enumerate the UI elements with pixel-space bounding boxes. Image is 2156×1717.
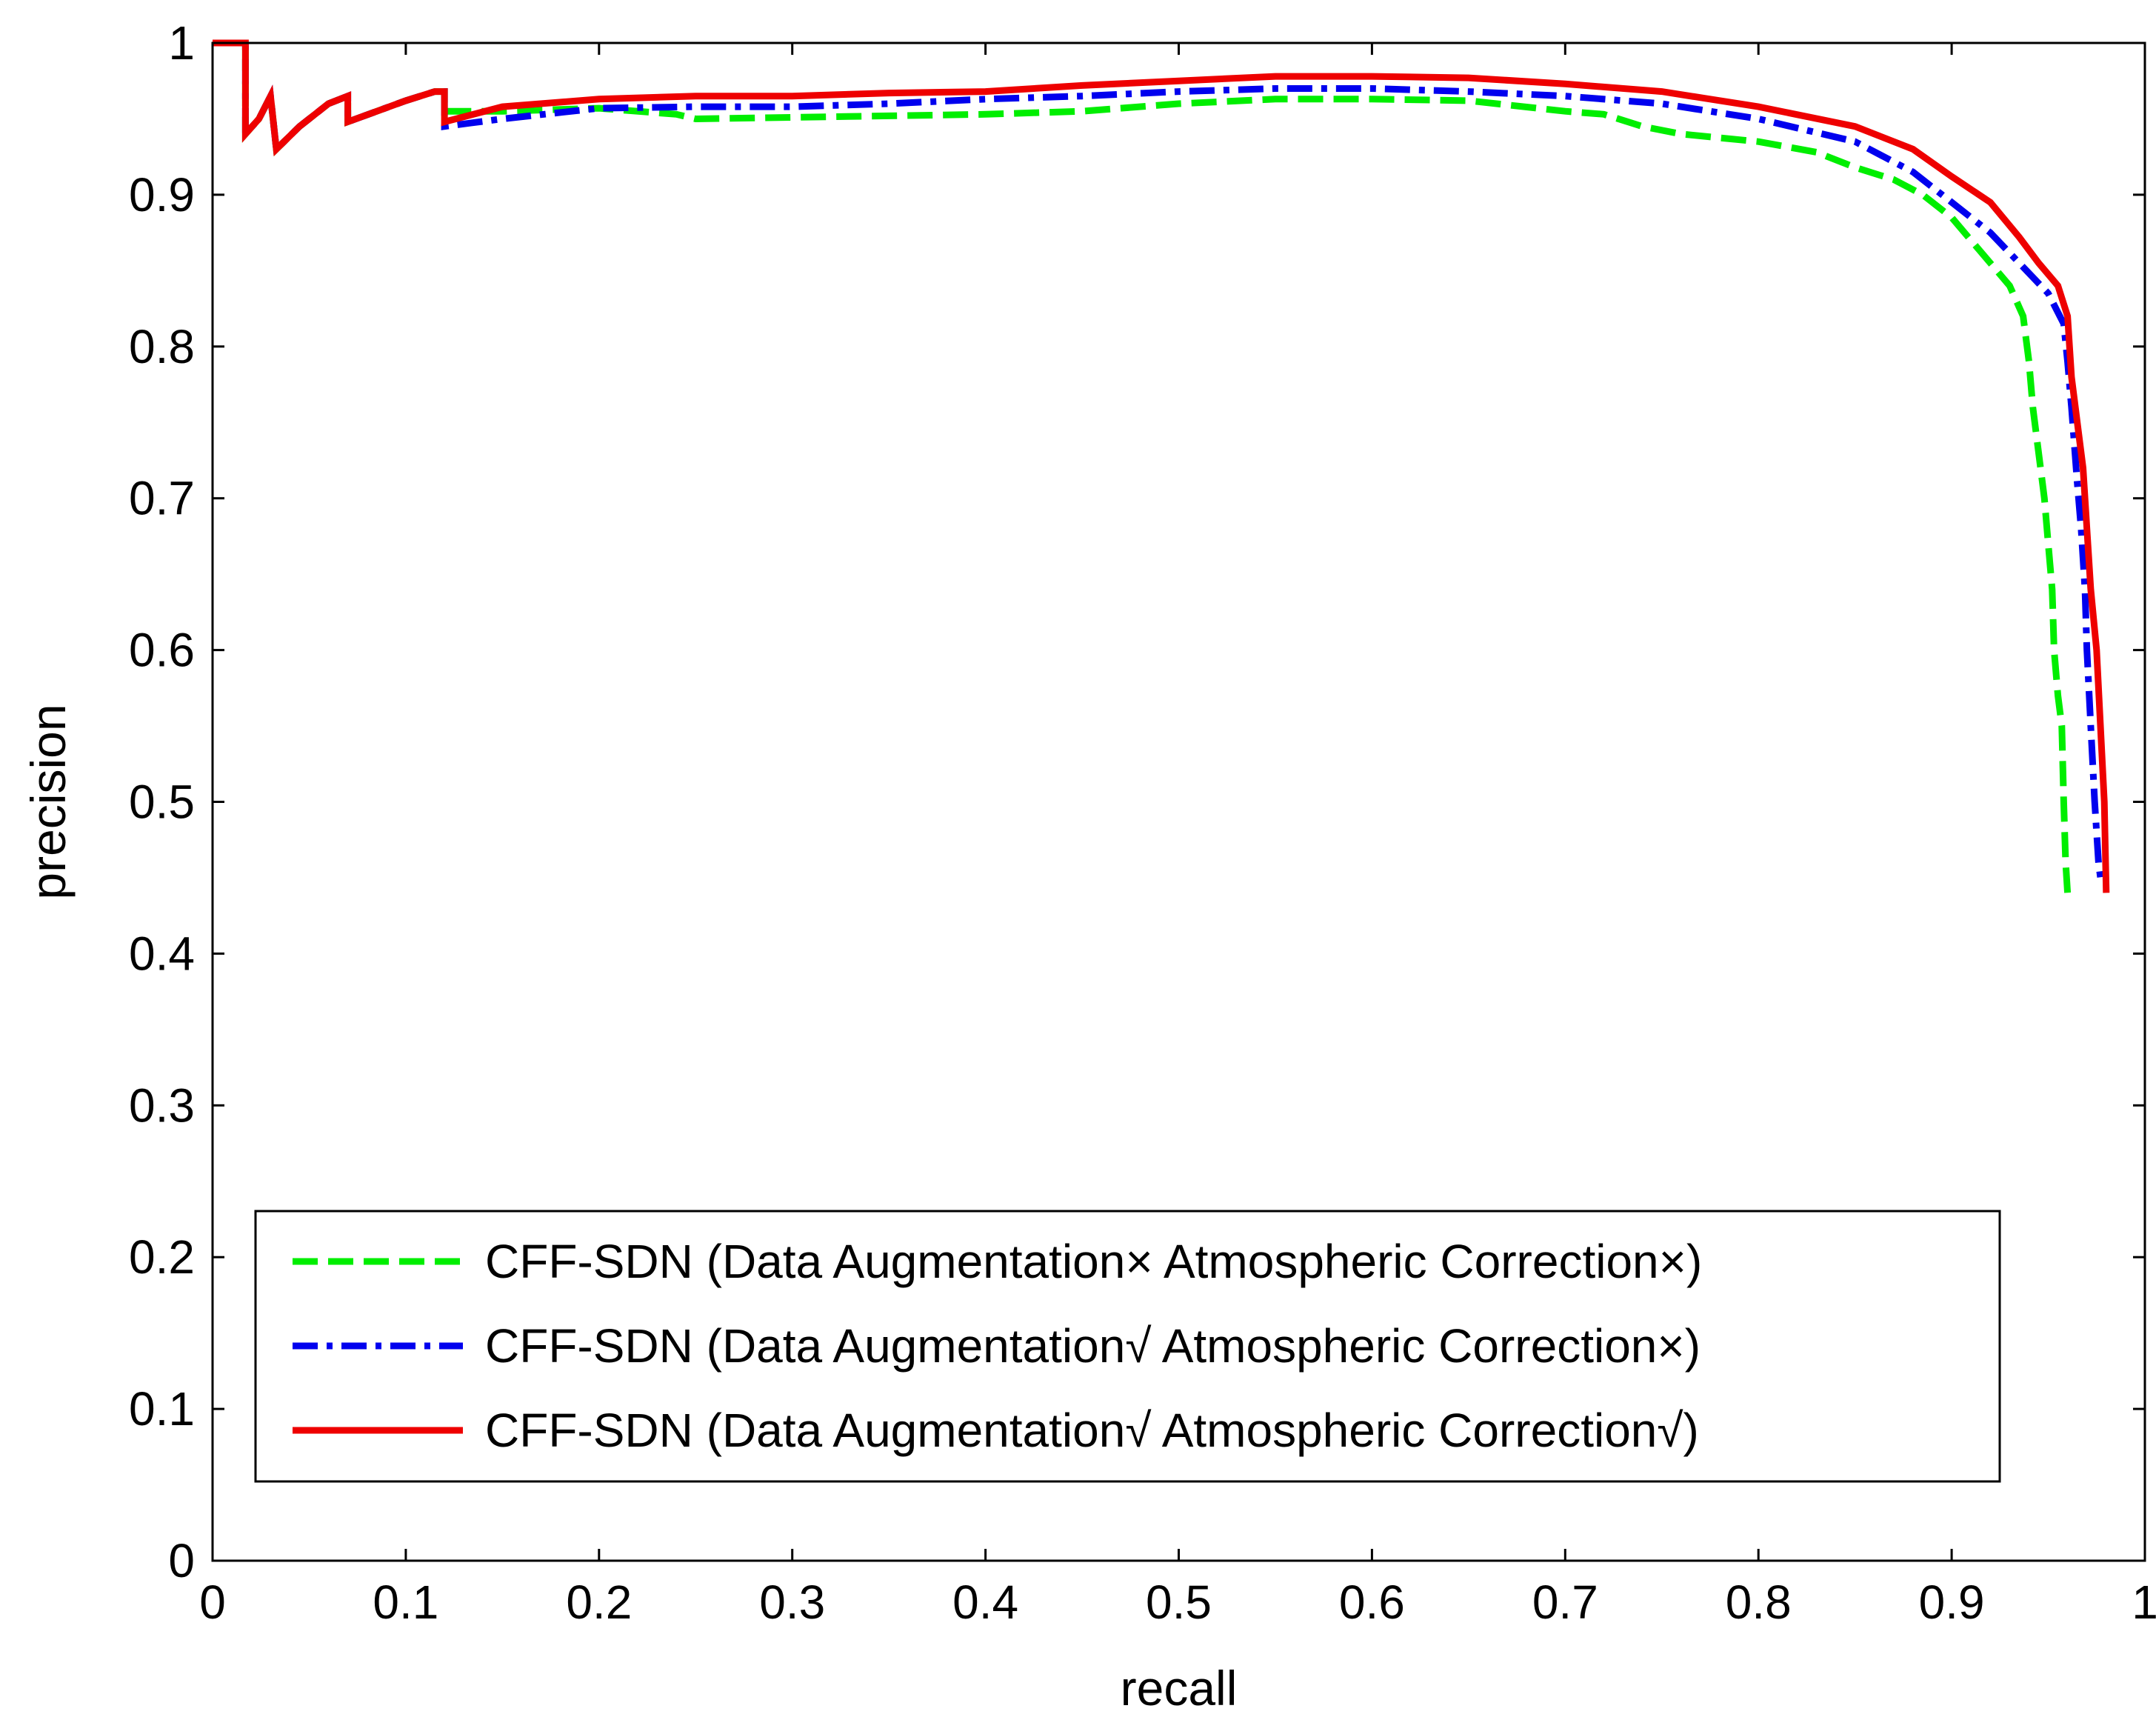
x-tick-label: 0.8	[1726, 1576, 1792, 1629]
y-tick-label: 1	[168, 16, 195, 70]
y-tick-label: 0.5	[129, 776, 195, 829]
x-tick-label: 0.4	[952, 1576, 1018, 1629]
tick-labels-group: 0 0.1 0.2 0.3 0.4 0.5 0.6 0.7 0.8 0.9 1 0 0.1 0.2 0.3 0…	[129, 16, 2156, 1629]
x-tick-label: 0.7	[1532, 1576, 1598, 1629]
y-tick-label: 0	[168, 1534, 195, 1587]
series-group	[213, 39, 2110, 893]
x-tick-label: 0.5	[1146, 1576, 1212, 1629]
legend-label-3: CFF-SDN (Data Augmentation√ Atmospheric …	[485, 1404, 1699, 1457]
x-tick-label: 0.2	[566, 1576, 632, 1629]
y-tick-label: 0.1	[129, 1382, 195, 1436]
x-axis-title: recall	[1121, 1661, 1238, 1716]
y-tick-label: 0.9	[129, 168, 195, 221]
y-tick-label: 0.7	[129, 472, 195, 525]
legend: CFF-SDN (Data Augmentation× Atmospheric …	[254, 1210, 2001, 1483]
y-tick-label: 0.6	[129, 624, 195, 677]
x-tick-label: 1	[2132, 1576, 2156, 1629]
series-line-3	[213, 39, 2110, 893]
ticks-group	[211, 41, 2146, 1562]
y-tick-label: 0.4	[129, 927, 195, 980]
legend-label-2: CFF-SDN (Data Augmentation√ Atmospheric …	[485, 1319, 1701, 1373]
y-tick-label: 0.8	[129, 320, 195, 373]
y-axis-title: precision	[21, 704, 76, 899]
legend-box	[254, 1210, 2001, 1483]
x-tick-label: 0	[199, 1576, 226, 1629]
x-tick-label: 0.9	[1919, 1576, 1985, 1629]
y-tick-label: 0.3	[129, 1078, 195, 1132]
x-tick-label: 0.1	[373, 1576, 438, 1629]
x-tick-label: 0.6	[1339, 1576, 1405, 1629]
x-tick-label: 0.3	[759, 1576, 825, 1629]
legend-label-1: CFF-SDN (Data Augmentation× Atmospheric …	[485, 1235, 1702, 1288]
y-tick-label: 0.2	[129, 1230, 195, 1284]
